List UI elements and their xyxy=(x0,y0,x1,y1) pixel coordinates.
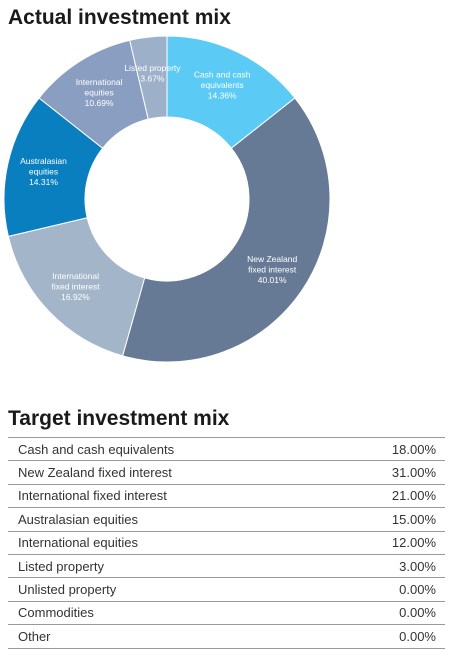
table-row: Listed property 3.00% xyxy=(8,554,445,579)
table-row: Commodities 0.00% xyxy=(8,601,445,626)
slice-label: International fixed interest 16.92% xyxy=(51,271,100,302)
row-label: Australasian equities xyxy=(8,507,330,532)
slice-label: Australasian equities 14.31% xyxy=(20,156,67,187)
row-label: Listed property xyxy=(8,554,330,579)
slice-label-line: 3.67% xyxy=(140,74,165,84)
row-value: 3.00% xyxy=(329,554,445,579)
target-mix-title: Target investment mix xyxy=(8,407,230,430)
row-label: Commodities xyxy=(8,601,330,626)
slice-label-line: fixed interest xyxy=(248,264,297,274)
row-label: International fixed interest xyxy=(8,484,330,509)
slice-label-line: equities xyxy=(84,87,113,97)
slice-label-line: 14.31% xyxy=(29,177,58,187)
table-row: International equities 12.00% xyxy=(8,531,445,555)
slice-label-line: International xyxy=(52,271,99,281)
slice-label-line: 40.01% xyxy=(258,275,287,285)
slice-label-line: New Zealand xyxy=(247,254,297,264)
row-value: 0.00% xyxy=(329,577,445,602)
slice-label-line: 16.92% xyxy=(61,292,90,302)
donut-slice xyxy=(121,97,331,363)
row-value: 15.00% xyxy=(329,507,445,532)
slice-label-line: fixed interest xyxy=(51,281,100,291)
slice-label: International equities 10.69% xyxy=(76,77,123,108)
row-value: 21.00% xyxy=(329,484,445,509)
row-label: Other xyxy=(8,624,330,649)
row-value: 31.00% xyxy=(329,460,445,485)
row-value: 0.00% xyxy=(329,601,445,626)
row-label: International equities xyxy=(8,531,330,555)
actual-mix-donut-chart: Cash and cash equivalents 14.36% New Zealan… xyxy=(3,35,331,363)
slice-label-line: 14.36% xyxy=(208,91,237,101)
row-value: 12.00% xyxy=(329,531,445,555)
table-row: Cash and cash equivalents 18.00% xyxy=(8,436,445,462)
slice-label-line: International xyxy=(76,77,123,87)
slice-label-line: equities xyxy=(29,167,58,177)
table-row: Other 0.00% xyxy=(8,624,445,649)
slice-label: New Zealand fixed interest 40.01% xyxy=(247,254,297,285)
slice-label: Cash and cash equivalents 14.36% xyxy=(194,70,251,101)
slice-label-line: Cash and cash xyxy=(194,70,251,80)
row-label: New Zealand fixed interest xyxy=(8,460,330,485)
target-mix-table: Cash and cash equivalents 18.00% New Zeal… xyxy=(8,436,445,649)
row-value: 0.00% xyxy=(329,624,445,649)
table-row: Unlisted property 0.00% xyxy=(8,577,445,602)
row-label: Cash and cash equivalents xyxy=(8,436,330,462)
table-row: New Zealand fixed interest 31.00% xyxy=(8,460,445,485)
slice-label-line: Listed property xyxy=(124,63,181,73)
slice-label-line: 10.69% xyxy=(85,98,114,108)
row-value: 18.00% xyxy=(329,436,445,462)
slice-label-line: Australasian xyxy=(20,156,67,166)
slice-label-line: equivalents xyxy=(201,80,244,90)
slice-label: Listed property 3.67% xyxy=(124,63,181,84)
row-label: Unlisted property xyxy=(8,577,330,602)
table-row: Australasian equities 15.00% xyxy=(8,507,445,532)
donut-slice xyxy=(7,217,146,357)
donut-slice xyxy=(129,35,168,120)
table-row: International fixed interest 21.00% xyxy=(8,484,445,509)
actual-mix-title: Actual investment mix xyxy=(8,6,231,29)
